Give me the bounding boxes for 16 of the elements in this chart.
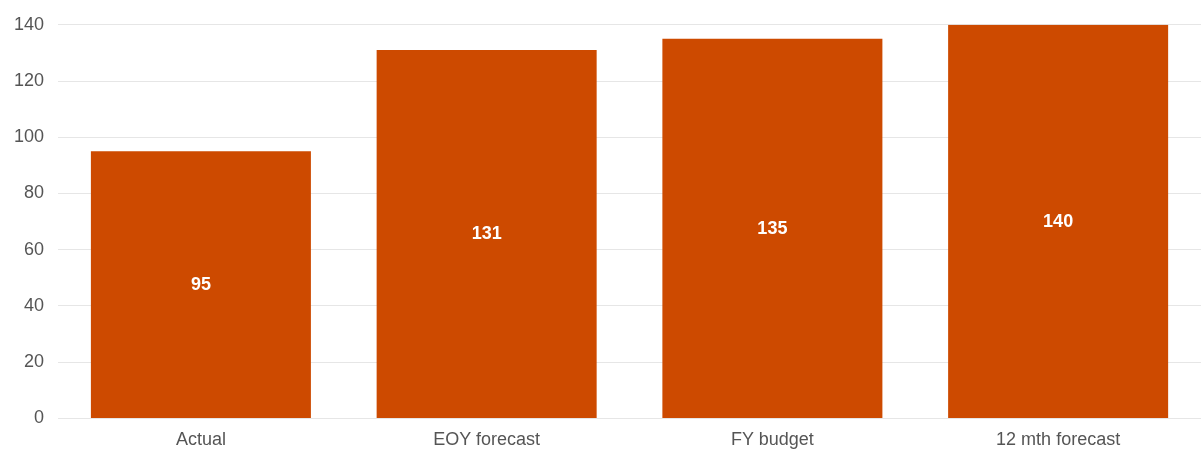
x-tick-label: Actual [175, 429, 226, 450]
y-tick-label: 140 [13, 13, 45, 34]
y-tick-label: 60 [24, 238, 45, 259]
y-tick-label: 120 [13, 70, 45, 90]
x-tick-label: EOY forecast [433, 429, 540, 450]
y-tick-label: 40 [24, 294, 45, 315]
y-tick-label: 20 [24, 351, 45, 372]
x-tick-label: FY budget [731, 429, 814, 450]
y-tick-label: 100 [13, 126, 45, 147]
data-label: 135 [757, 217, 788, 238]
y-tick-label: 0 [34, 407, 45, 428]
data-label: 95 [190, 273, 211, 294]
data-label: 140 [1043, 210, 1074, 231]
data-label: 131 [471, 223, 502, 244]
y-tick-label: 80 [24, 182, 45, 203]
x-tick-label: 12 mth forecast [996, 429, 1121, 450]
